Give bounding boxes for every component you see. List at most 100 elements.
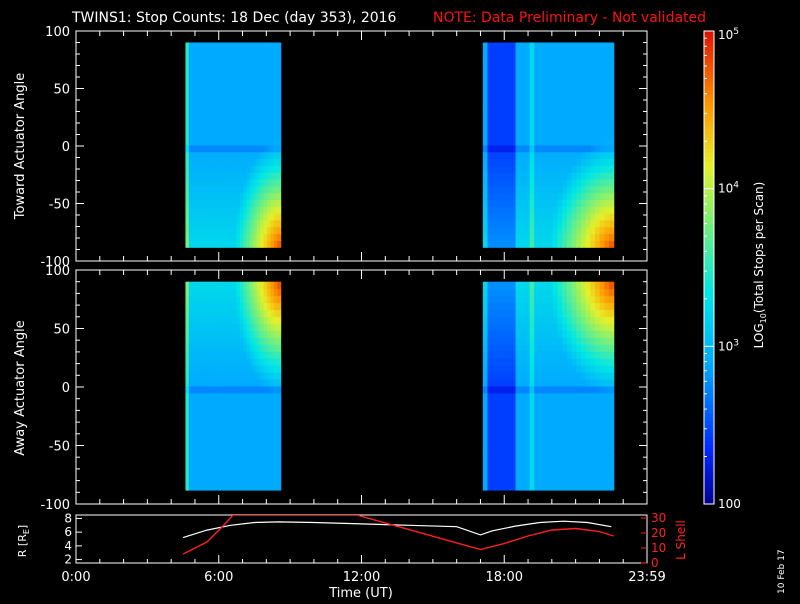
heatmap-cell bbox=[548, 138, 554, 146]
heatmap-cell bbox=[267, 90, 272, 98]
heatmap-cell bbox=[243, 117, 248, 125]
heatmap-cell bbox=[195, 399, 200, 408]
heatmap-cell bbox=[277, 206, 282, 214]
colorbar-segment bbox=[704, 401, 714, 407]
heatmap-cell bbox=[246, 316, 251, 324]
heatmap-cell bbox=[233, 185, 238, 194]
heatmap-cell bbox=[524, 281, 531, 290]
heatmap-cell bbox=[524, 483, 531, 491]
colorbar-segment bbox=[704, 31, 714, 36]
heatmap-cell bbox=[599, 434, 605, 442]
heatmap-cell bbox=[487, 399, 493, 408]
heatmap-cell bbox=[192, 97, 197, 105]
heatmap-cell bbox=[256, 172, 261, 180]
heatmap-cell bbox=[229, 97, 234, 105]
heatmap-cell bbox=[199, 420, 204, 429]
heatmap-cell bbox=[576, 469, 582, 477]
heatmap-cell bbox=[226, 158, 231, 166]
heatmap-cell bbox=[195, 110, 200, 119]
heatmap-cell bbox=[506, 49, 512, 57]
heatmap-cell bbox=[260, 138, 265, 146]
heatmap-cell bbox=[209, 469, 214, 477]
heatmap-cell bbox=[506, 213, 512, 221]
heatmap-cell bbox=[604, 441, 610, 449]
heatmap-cell bbox=[482, 309, 489, 318]
heatmap-cell bbox=[595, 281, 601, 290]
heatmap-cell bbox=[260, 199, 265, 207]
heatmap-cell bbox=[236, 185, 241, 194]
heatmap-cell bbox=[199, 185, 204, 194]
heatmap-cell bbox=[260, 103, 265, 112]
heatmap-cell bbox=[487, 365, 493, 373]
heatmap-cell bbox=[212, 392, 217, 401]
heatmap-cell bbox=[209, 330, 214, 338]
heatmap-cell bbox=[520, 302, 526, 311]
colorbar-segment bbox=[704, 393, 714, 399]
heatmap-cell bbox=[195, 330, 200, 338]
heatmap-cell bbox=[253, 144, 258, 153]
heatmap-cell bbox=[219, 309, 224, 318]
heatmap-cell bbox=[243, 151, 248, 160]
heatmap-cell bbox=[222, 288, 227, 297]
colorbar-segment bbox=[704, 113, 714, 119]
heatmap-cell bbox=[506, 476, 512, 484]
heatmap-cell bbox=[277, 434, 282, 442]
heatmap-cell bbox=[482, 103, 489, 112]
heatmap-cell bbox=[202, 281, 207, 290]
heatmap-cell bbox=[524, 90, 531, 98]
heatmap-cell bbox=[219, 281, 224, 290]
heatmap-cell bbox=[273, 158, 278, 166]
heatmap-cell bbox=[277, 110, 282, 119]
heatmap-cell bbox=[496, 165, 503, 173]
heatmap-cell bbox=[538, 138, 545, 146]
heatmap-cell bbox=[543, 90, 549, 98]
heatmap-cell bbox=[520, 462, 526, 470]
heatmap-cell bbox=[277, 448, 282, 456]
heatmap-cell bbox=[604, 385, 610, 394]
heatmap-cell bbox=[239, 448, 244, 456]
heatmap-cell bbox=[185, 483, 190, 491]
heatmap-cell bbox=[226, 69, 231, 78]
heatmap-cell bbox=[534, 309, 540, 318]
heatmap-cell bbox=[185, 330, 190, 338]
heatmap-cell bbox=[277, 185, 282, 194]
heatmap-cell bbox=[212, 240, 217, 248]
heatmap-cell bbox=[188, 483, 193, 491]
heatmap-cell bbox=[253, 455, 258, 463]
heatmap-cell bbox=[595, 131, 601, 139]
heatmap-cell bbox=[604, 233, 610, 241]
heatmap-cell bbox=[229, 124, 234, 132]
heatmap-cell bbox=[188, 131, 193, 139]
heatmap-cell bbox=[250, 213, 255, 221]
heatmap-cell bbox=[195, 281, 200, 290]
heatmap-cell bbox=[482, 378, 489, 387]
heatmap-cell bbox=[609, 178, 615, 187]
heatmap-cell bbox=[515, 434, 521, 442]
heatmap-cell bbox=[233, 90, 238, 98]
heatmap-cell bbox=[482, 110, 489, 119]
heatmap-cell bbox=[192, 172, 197, 180]
heatmap-cell bbox=[239, 124, 244, 132]
heatmap-cell bbox=[270, 199, 275, 207]
heatmap-cell bbox=[585, 385, 591, 394]
heatmap-cell bbox=[239, 476, 244, 484]
heatmap-cell bbox=[604, 483, 610, 491]
heatmap-cell bbox=[510, 476, 517, 484]
colorbar-segment bbox=[704, 295, 714, 300]
heatmap-cell bbox=[538, 240, 545, 248]
heatmap-cell bbox=[557, 213, 563, 221]
heatmap-cell bbox=[229, 199, 234, 207]
heatmap-cell bbox=[273, 76, 278, 85]
heatmap-cell bbox=[212, 420, 217, 429]
heatmap-cell bbox=[205, 199, 210, 207]
heatmap-cell bbox=[609, 392, 615, 401]
heatmap-cell bbox=[510, 90, 517, 98]
heatmap-cell bbox=[599, 344, 605, 352]
heatmap-cell bbox=[273, 233, 278, 241]
heatmap-cell bbox=[543, 158, 549, 166]
heatmap-cell bbox=[212, 330, 217, 338]
heatmap-cell bbox=[492, 226, 498, 235]
heatmap-cell bbox=[222, 413, 227, 422]
heatmap-cell bbox=[205, 206, 210, 214]
